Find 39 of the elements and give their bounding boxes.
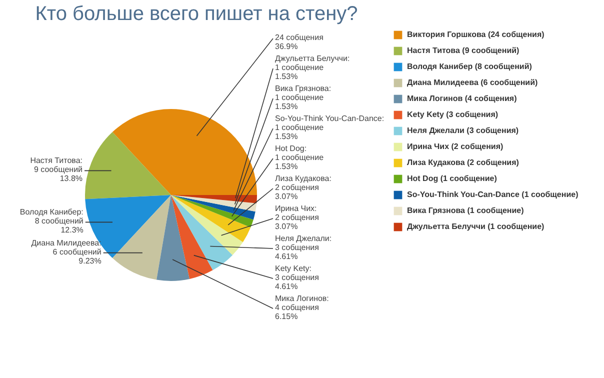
data-label: Диана Милидеева: 6 сообщений 9.23%	[31, 238, 102, 266]
data-label: Джульетта Белуччи: 1 сообщение 1.53%	[275, 54, 350, 81]
chart-title: Кто больше всего пишет на стену?	[35, 3, 358, 25]
pie-slice	[112, 195, 171, 280]
pie-slice	[171, 195, 256, 220]
legend-label: Володя Канибер (8 сообщений)	[407, 62, 532, 71]
data-label: Hot Dog: 1 сообщение 1.53%	[275, 144, 324, 171]
legend-label: Джульетта Белуччи (1 сообщение)	[407, 222, 545, 231]
data-label: Kety Kety: 3 собщения 4.61%	[275, 264, 319, 291]
pie-slice	[171, 195, 257, 212]
data-label: Мика Логинов: 4 собщения 6.15%	[275, 294, 329, 321]
pie-slice	[112, 109, 257, 195]
legend-label: Вика Грязнова (1 сообщение)	[407, 206, 524, 215]
pie-slice	[171, 195, 213, 279]
pie-slice	[171, 195, 251, 242]
pie-slice	[85, 132, 171, 200]
pie-slice	[171, 195, 257, 204]
data-label: Лиза Кудакова: 2 собщения 3.07%	[275, 174, 332, 201]
data-label: So-You-Think You-Can-Dance: 1 сообщение 1.53%	[275, 114, 384, 141]
legend-label: Ирина Чих (2 собщения)	[407, 142, 504, 151]
legend-label: Неля Джелали (3 собщения)	[407, 126, 519, 135]
legend-label: Лиза Кудакова (2 собщения)	[407, 158, 520, 167]
data-label: Настя Титова: 9 сообщений 13.8%	[30, 156, 83, 184]
legend-label: Диана Милидеева (6 сообщений)	[407, 78, 538, 87]
legend-label: Настя Титова (9 сообщений)	[407, 46, 520, 55]
data-label: Вика Грязнова: 1 сообщение 1.53%	[275, 84, 332, 111]
pie-slice	[156, 195, 190, 281]
pie-slice	[171, 195, 254, 228]
legend-label: So-You-Think You-Can-Dance (1 сообщение)	[407, 190, 579, 199]
pie-slice	[171, 195, 243, 256]
data-label: 24 собщения 36.9%	[275, 33, 324, 51]
legend-label: Мика Логинов (4 собщения)	[407, 94, 518, 103]
pie-slice	[171, 195, 233, 270]
legend-label: Виктория Горшкова (24 собщения)	[407, 30, 545, 39]
legend-label: Kety Kety (3 собщения)	[407, 110, 498, 119]
legend-label: Hot Dog (1 сообщение)	[407, 174, 498, 183]
data-label: Ирина Чих: 2 собщения 3.07%	[275, 204, 319, 231]
data-label: Неля Джелали: 3 собщения 4.61%	[275, 234, 332, 261]
data-label: Володя Канибер: 8 сообщений 12.3%	[20, 208, 84, 235]
